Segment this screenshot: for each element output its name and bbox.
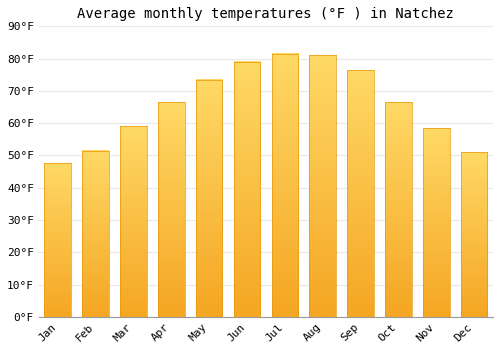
- Title: Average monthly temperatures (°F ) in Natchez: Average monthly temperatures (°F ) in Na…: [78, 7, 454, 21]
